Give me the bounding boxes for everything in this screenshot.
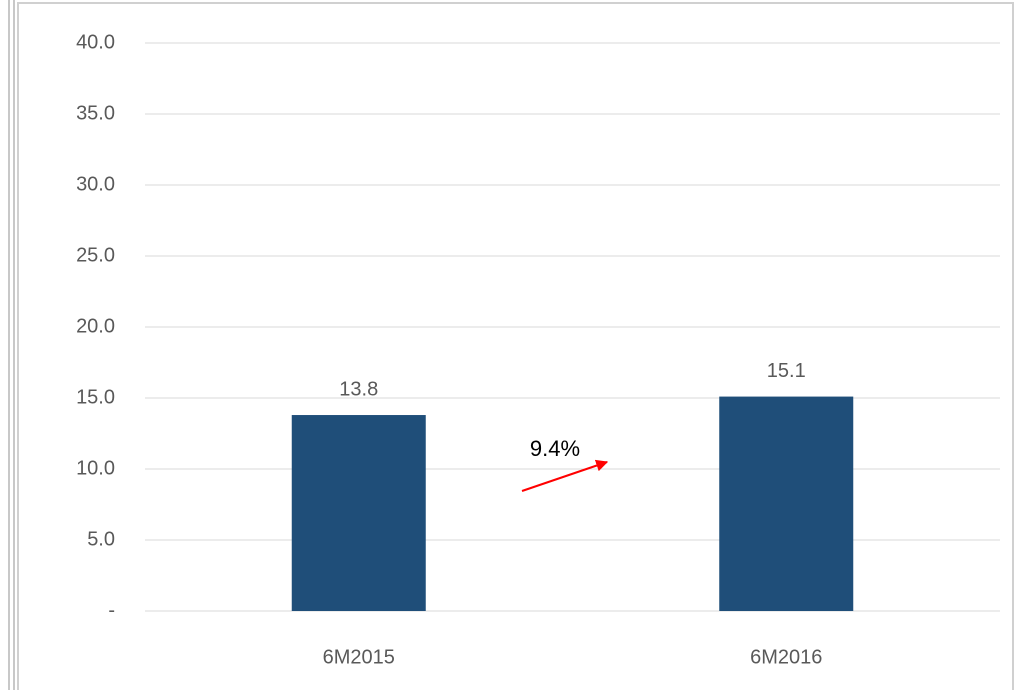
y-tick-label: 15.0: [76, 386, 115, 408]
x-tick-label: 6M2015: [323, 646, 395, 668]
y-tick-label: 25.0: [76, 244, 115, 266]
y-tick-label: 30.0: [76, 173, 115, 195]
y-tick-label: -: [108, 599, 115, 621]
chart-border: [17, 2, 1014, 690]
annotation: 9.4%: [530, 436, 580, 461]
data-label: 15.1: [767, 360, 806, 382]
bar: [291, 415, 426, 611]
y-tick-label: 10.0: [76, 457, 115, 479]
bar: [719, 396, 854, 611]
y-tick-label: 35.0: [76, 102, 115, 124]
y-tick-label: 5.0: [87, 528, 115, 550]
annotation-arrow: [521, 459, 609, 492]
y-tick-label: 40.0: [76, 31, 115, 53]
y-tick-label: 20.0: [76, 315, 115, 337]
x-tick-label: 6M2016: [750, 646, 822, 668]
data-label: 13.8: [339, 378, 378, 400]
